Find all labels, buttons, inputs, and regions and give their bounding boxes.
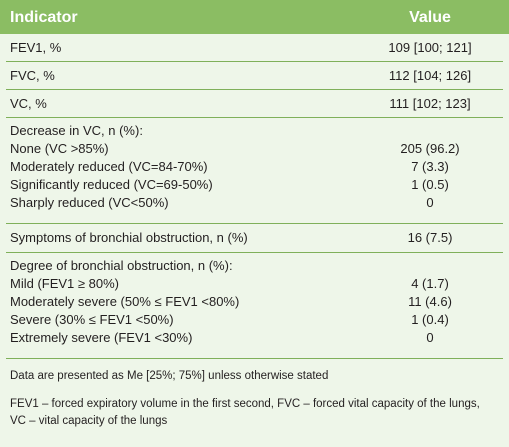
row-value: 1 (0.4) (411, 312, 449, 327)
divider (6, 358, 503, 359)
row-label: Moderately severe (50% ≤ FEV1 <80%) (10, 294, 240, 309)
table-header: Indicator Value (0, 0, 509, 34)
footnote-data: Data are presented as Me [25%; 75%] unle… (10, 370, 329, 382)
row-label: Sharply reduced (VC<50%) (10, 195, 169, 210)
row-label: Symptoms of bronchial obstruction, n (%) (10, 230, 248, 245)
row-value: 16 (7.5) (407, 230, 453, 245)
footnote-abbrev-line1: FEV1 – forced expiratory volume in the f… (10, 398, 480, 410)
header-value: Value (409, 9, 451, 26)
row-value: 111 [102; 123] (389, 96, 471, 111)
row-label: FVC, % (10, 68, 55, 83)
footnote-abbrev-line2: VC – vital capacity of the lungs (10, 415, 168, 427)
divider (6, 223, 503, 224)
row-value: 0 (426, 330, 434, 345)
divider (6, 89, 503, 90)
row-label: Moderately reduced (VC=84-70%) (10, 159, 208, 174)
divider (6, 252, 503, 253)
row-value: 11 (4.6) (408, 294, 452, 309)
row-label: None (VC >85%) (10, 141, 109, 156)
row-label: Severe (30% ≤ FEV1 <50%) (10, 312, 174, 327)
row-label: Extremely severe (FEV1 <30%) (10, 330, 193, 345)
row-label: Significantly reduced (VC=69-50%) (10, 177, 213, 192)
row-value: 112 [104; 126] (388, 68, 472, 83)
row-value: 0 (426, 195, 434, 210)
row-label: VC, % (10, 96, 47, 111)
divider (6, 117, 503, 118)
row-value: 7 (3.3) (411, 159, 449, 174)
row-value: 1 (0.5) (411, 177, 449, 192)
header-indicator: Indicator (10, 9, 78, 26)
row-label: Mild (FEV1 ≥ 80%) (10, 276, 119, 291)
divider (6, 61, 503, 62)
row-value: 205 (96.2) (400, 141, 460, 156)
row-label: FEV1, % (10, 40, 62, 55)
row-value: 4 (1.7) (411, 276, 449, 291)
row-value: 109 [100; 121] (388, 40, 472, 55)
